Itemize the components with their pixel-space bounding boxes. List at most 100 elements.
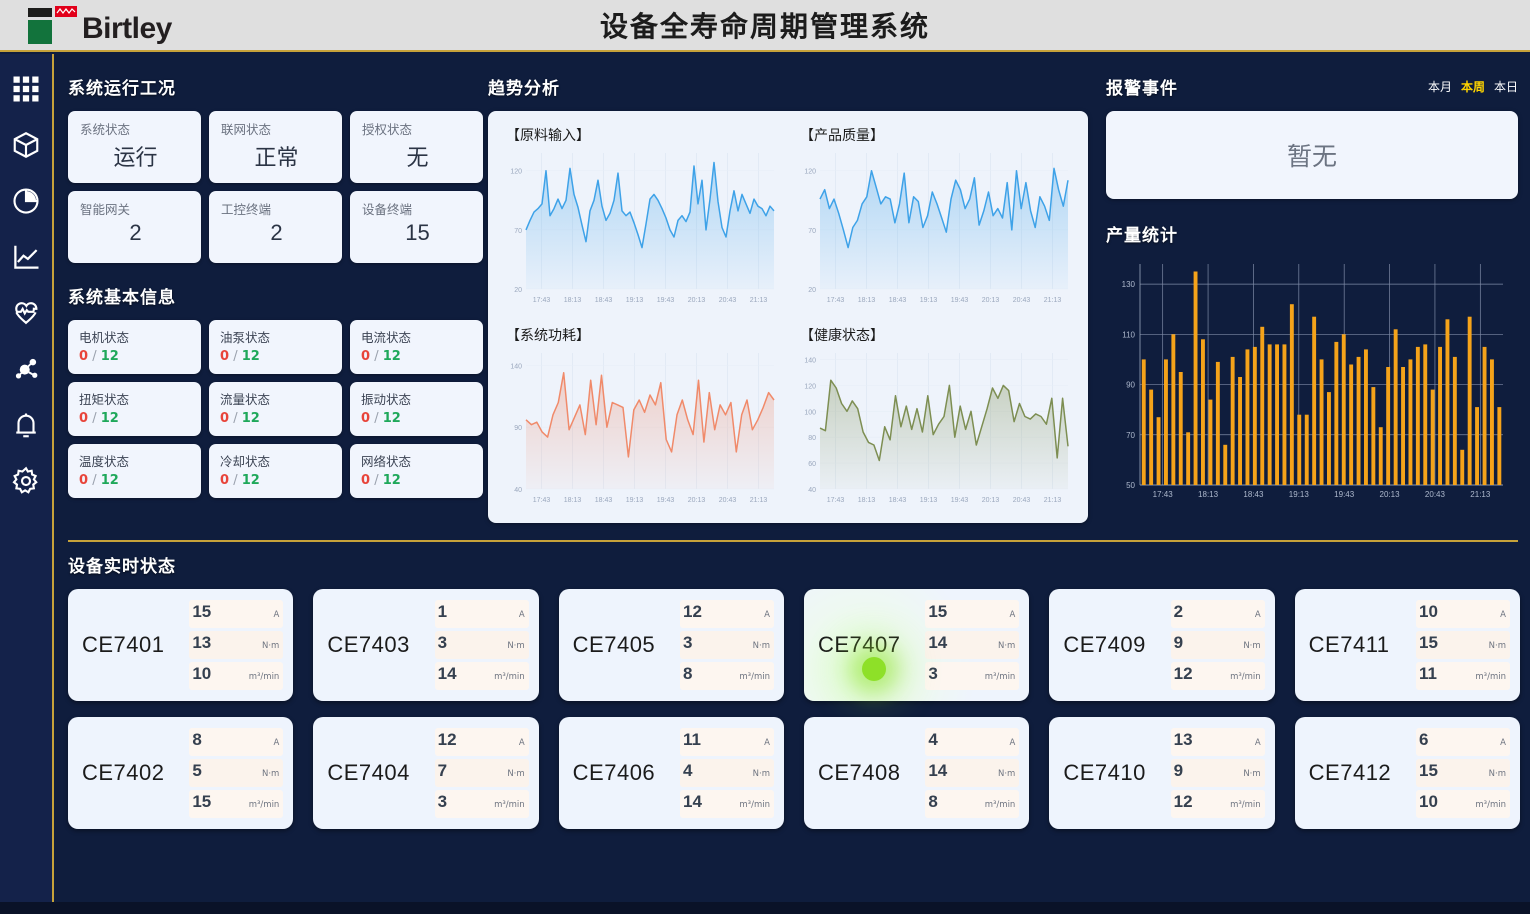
- info-sep: /: [374, 473, 379, 488]
- bell-icon[interactable]: [11, 410, 41, 440]
- device-card[interactable]: CE7411 10 A 15 N·m 11 m³/min: [1294, 589, 1520, 701]
- device-metric-flow: 15 m³/min: [189, 790, 284, 818]
- info-current: 0: [220, 349, 230, 364]
- device-metric-unit: A: [764, 610, 770, 620]
- device-name: CE7401: [82, 632, 165, 657]
- trend-chart-power[interactable]: 【系统功耗】 40 90 140 17:43 18:13 18:43 19:13 19:43 2…: [496, 319, 786, 515]
- device-metric-torque: 9 N·m: [1170, 759, 1265, 787]
- device-metric-value: 12: [1173, 792, 1193, 811]
- power-linechart: 40 90 140 17:43 18:13 18:43 19:13 19:43 20:13 20:…: [510, 353, 775, 504]
- heartbeat-icon[interactable]: [11, 298, 41, 328]
- device-metric-flow: 3 m³/min: [434, 790, 529, 818]
- device-card[interactable]: CE7408 4 A 14 N·m 8 m³/min: [803, 717, 1030, 829]
- grid-icon[interactable]: [11, 74, 41, 104]
- device-metrics: 4 A 14 N·m 8 m³/min: [925, 728, 1020, 818]
- device-card[interactable]: CE7407 15 A 14 N·m 3 m³/min: [803, 589, 1030, 701]
- device-card[interactable]: CE7405 12 A 3 N·m 8 m³/min: [558, 589, 784, 701]
- device-card[interactable]: CE7409 2 A 9 N·m 12 m³/min: [1049, 589, 1275, 701]
- device-metric-value: 11: [682, 730, 701, 749]
- device-metric-torque: 9 N·m: [1170, 631, 1265, 659]
- device-card[interactable]: CE7402 8 A 5 N·m 15 m³/min: [68, 717, 294, 829]
- device-metric-value: 9: [1173, 633, 1184, 652]
- device-metric-unit: m³/min: [1230, 800, 1261, 810]
- svg-text:18:13: 18:13: [858, 497, 876, 504]
- info-card[interactable]: 扭矩状态 0 / 12: [68, 382, 201, 436]
- info-card[interactable]: 流量状态 0 / 12: [209, 382, 342, 436]
- device-metric-current: 15 A: [189, 600, 284, 628]
- main-content: 系统运行工况 系统状态 运行 联网状态 正常 授权状态 无 智能网关 2 工控终…: [56, 54, 1530, 914]
- device-metric-current: 12 A: [679, 600, 774, 628]
- svg-text:100: 100: [804, 409, 816, 416]
- trend-chart-health[interactable]: 【健康状态】 40 60 80 100 120 140 17:43 18:13 18:43 19:…: [790, 319, 1080, 515]
- kpi-card[interactable]: 智能网关 2: [68, 191, 201, 263]
- info-card[interactable]: 电流状态 0 / 12: [350, 320, 483, 374]
- svg-text:19:13: 19:13: [626, 297, 644, 304]
- device-metric-torque: 15 N·m: [1415, 759, 1510, 787]
- info-card[interactable]: 振动状态 0 / 12: [350, 382, 483, 436]
- device-card[interactable]: CE7406 11 A 4 N·m 14 m³/min: [558, 717, 784, 829]
- gear-icon[interactable]: [11, 466, 41, 496]
- basic-info-grid: 电机状态 0 / 12 油泵状态 0 / 12 电流状态 0: [68, 320, 483, 498]
- kpi-card[interactable]: 工控终端 2: [209, 191, 342, 263]
- line-chart-icon[interactable]: [11, 242, 41, 272]
- trend-chart-product-quality[interactable]: 【产品质量】 20 70 120 17:43 18:13 18:43 19:13 19:43 2…: [790, 119, 1080, 315]
- info-card[interactable]: 冷却状态 0 / 12: [209, 444, 342, 498]
- trend-chart-title: 【原料输入】: [506, 128, 590, 144]
- device-metric-unit: A: [1500, 738, 1506, 748]
- device-metric-unit: A: [273, 610, 280, 620]
- kpi-card[interactable]: 授权状态 无: [350, 111, 483, 183]
- info-label: 温度状态: [79, 454, 130, 469]
- device-metric-unit: N·m: [752, 769, 770, 779]
- svg-text:80: 80: [808, 435, 816, 442]
- device-card[interactable]: CE7401 15 A 13 N·m 10 m³/min: [68, 589, 294, 701]
- network-icon[interactable]: [11, 354, 41, 384]
- device-card[interactable]: CE7403 1 A 3 N·m 14 m³/min: [313, 589, 539, 701]
- device-name: CE7410: [1063, 760, 1146, 785]
- device-active-indicator: [861, 657, 886, 681]
- device-metric-unit: N·m: [1488, 641, 1506, 651]
- svg-text:19:13: 19:13: [920, 497, 938, 504]
- production-chart[interactable]: 50 70 90 110 130 17:43 18:13 18:43 19:13 19:43 20:…: [1106, 254, 1511, 507]
- svg-text:21:13: 21:13: [750, 297, 768, 304]
- pie-chart-icon[interactable]: [11, 186, 41, 216]
- device-metric-flow: 3 m³/min: [925, 662, 1020, 690]
- device-metric-unit: m³/min: [494, 800, 525, 810]
- info-card[interactable]: 电机状态 0 / 12: [68, 320, 201, 374]
- svg-text:70: 70: [514, 228, 522, 235]
- devices-title: 设备实时状态: [68, 557, 176, 577]
- kpi-card[interactable]: 系统状态 运行: [68, 111, 201, 183]
- info-card[interactable]: 网络状态 0 / 12: [350, 444, 483, 498]
- cube-icon[interactable]: [11, 130, 41, 160]
- trend-chart-material-input[interactable]: 【原料输入】 20 70 120 17:43 18:13 18:43 19:13 19:43 2…: [496, 119, 786, 315]
- device-metric-torque: 7 N·m: [434, 759, 529, 787]
- kpi-value: 无: [406, 146, 429, 171]
- device-metric-value: 4: [928, 730, 938, 749]
- device-card[interactable]: CE7410 13 A 9 N·m 12 m³/min: [1049, 717, 1275, 829]
- kpi-card[interactable]: 联网状态 正常: [209, 111, 342, 183]
- device-name: CE7403: [327, 632, 410, 657]
- device-metric-unit: N·m: [997, 641, 1016, 651]
- kpi-label: 智能网关: [80, 202, 131, 217]
- kpi-card[interactable]: 设备终端 15: [350, 191, 483, 263]
- device-metrics: 15 A 13 N·m 10 m³/min: [189, 600, 284, 690]
- svg-text:21:13: 21:13: [750, 497, 768, 504]
- info-card[interactable]: 温度状态 0 / 12: [68, 444, 201, 498]
- tab-this-month[interactable]: 本月: [1427, 80, 1452, 94]
- svg-text:21:13: 21:13: [1044, 497, 1062, 504]
- device-card[interactable]: CE7404 12 A 7 N·m 3 m³/min: [313, 717, 539, 829]
- svg-text:18:13: 18:13: [564, 497, 582, 504]
- device-metric-unit: m³/min: [984, 672, 1016, 682]
- svg-text:17:43: 17:43: [1153, 490, 1174, 499]
- tab-today[interactable]: 本日: [1493, 80, 1518, 94]
- tab-this-week[interactable]: 本周: [1460, 80, 1485, 94]
- info-card[interactable]: 油泵状态 0 / 12: [209, 320, 342, 374]
- svg-text:20:13: 20:13: [688, 497, 706, 504]
- device-card[interactable]: CE7412 6 A 15 N·m 10 m³/min: [1294, 717, 1520, 829]
- device-metrics: 13 A 9 N·m 12 m³/min: [1170, 728, 1265, 818]
- kpi-label: 联网状态: [221, 122, 272, 137]
- device-metric-value: 3: [928, 664, 938, 683]
- device-metric-value: 1: [437, 602, 448, 621]
- svg-text:20:13: 20:13: [982, 497, 1000, 504]
